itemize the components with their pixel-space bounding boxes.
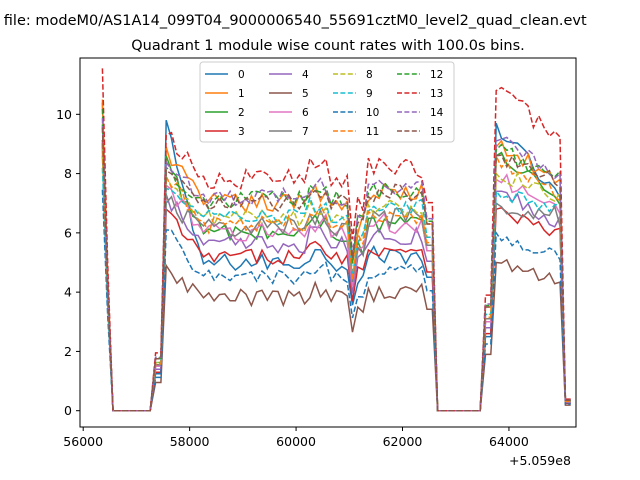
series-line-10 xyxy=(101,189,571,412)
axes-frame xyxy=(79,57,577,428)
y-tick-label: 2 xyxy=(64,344,72,359)
series-line-2 xyxy=(101,124,571,412)
legend-label-14: 14 xyxy=(430,107,444,119)
series-line-5 xyxy=(101,143,571,412)
series-line-13 xyxy=(101,68,571,412)
series-line-15 xyxy=(101,127,571,412)
x-offset-label: +5.059e8 xyxy=(509,453,571,468)
legend-label-6: 6 xyxy=(302,107,309,119)
plot-area xyxy=(101,68,571,412)
series-line-8 xyxy=(101,149,571,412)
legend-label-1: 1 xyxy=(238,88,245,100)
legend-label-11: 11 xyxy=(366,126,379,138)
series-line-9 xyxy=(101,167,571,412)
x-tick-label: 64000 xyxy=(489,434,529,449)
x-tick-label: 60000 xyxy=(276,434,316,449)
legend-label-3: 3 xyxy=(238,126,245,138)
y-tick-label: 8 xyxy=(64,166,72,181)
legend-label-12: 12 xyxy=(430,69,443,81)
y-axis: 0 2 4 6 8 10 xyxy=(56,107,80,418)
y-tick-label: 6 xyxy=(64,225,72,240)
legend-label-8: 8 xyxy=(366,69,373,81)
x-tick-label: 62000 xyxy=(383,434,423,449)
y-tick-label: 10 xyxy=(56,107,72,122)
x-axis: 56000 58000 60000 62000 64000 xyxy=(63,427,529,449)
series-line-0 xyxy=(101,102,571,412)
legend-label-0: 0 xyxy=(238,69,245,81)
legend-box xyxy=(199,61,455,143)
chart-title: Quadrant 1 module wise count rates with … xyxy=(131,38,525,54)
chart-suptitle: n file: modeM0/AS1A14_099T04_9000006540_… xyxy=(0,13,587,29)
legend-label-7: 7 xyxy=(302,126,309,138)
series-line-6 xyxy=(101,149,571,412)
legend-label-9: 9 xyxy=(366,88,373,100)
legend-label-15: 15 xyxy=(430,126,443,138)
legend-label-10: 10 xyxy=(366,107,379,119)
series-line-14 xyxy=(101,118,571,412)
legend-label-5: 5 xyxy=(302,88,309,100)
legend-label-2: 2 xyxy=(238,107,245,119)
y-tick-label: 4 xyxy=(64,285,72,300)
x-tick-label: 58000 xyxy=(170,434,210,449)
x-tick-label: 56000 xyxy=(63,434,103,449)
legend-label-4: 4 xyxy=(302,69,309,81)
legend-label-13: 13 xyxy=(430,88,443,100)
y-tick-label: 0 xyxy=(64,403,72,418)
